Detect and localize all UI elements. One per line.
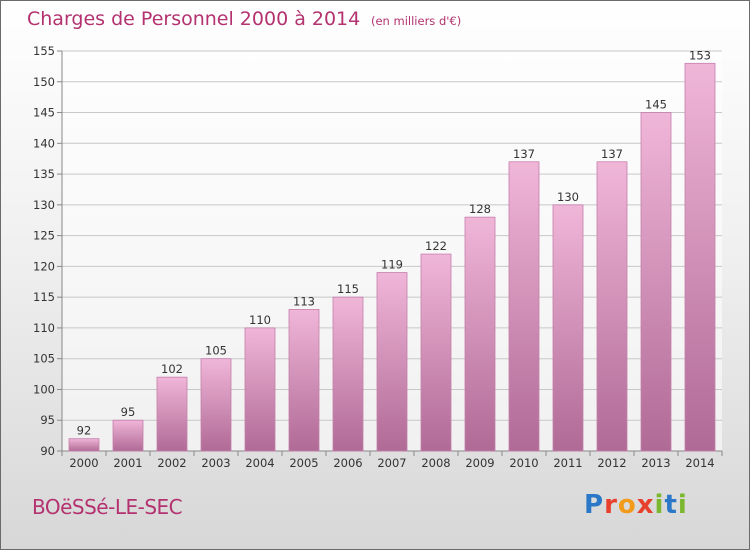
bar bbox=[68, 438, 100, 452]
y-tick-label: 135 bbox=[33, 167, 55, 181]
data-label: 110 bbox=[249, 313, 271, 327]
bar bbox=[508, 161, 540, 452]
y-tick-label: 150 bbox=[33, 75, 55, 89]
bar bbox=[552, 204, 584, 452]
data-label: 122 bbox=[425, 239, 447, 253]
x-tick-label: 2007 bbox=[377, 456, 406, 470]
x-tick-label: 2014 bbox=[685, 456, 714, 470]
y-tick-label: 110 bbox=[33, 321, 55, 335]
bar bbox=[200, 358, 232, 452]
bar bbox=[596, 161, 628, 452]
chart-subtitle: (en milliers d'€) bbox=[371, 14, 462, 28]
y-tick-label: 100 bbox=[33, 382, 55, 396]
x-tick-label: 2002 bbox=[157, 456, 186, 470]
bar bbox=[332, 296, 364, 452]
x-tick-label: 2008 bbox=[421, 456, 450, 470]
data-label: 119 bbox=[381, 258, 403, 272]
bar bbox=[156, 376, 188, 452]
y-tick-label: 140 bbox=[33, 136, 55, 150]
chart-title: Charges de Personnel 2000 à 2014 bbox=[27, 8, 361, 30]
data-label: 145 bbox=[645, 98, 667, 112]
logo-letter: i bbox=[654, 490, 665, 520]
y-tick-label: 130 bbox=[33, 198, 55, 212]
data-label: 115 bbox=[337, 282, 359, 296]
data-label: 105 bbox=[205, 344, 227, 358]
bar bbox=[684, 62, 716, 452]
y-tick-label: 125 bbox=[33, 229, 55, 243]
x-tick-label: 2005 bbox=[289, 456, 318, 470]
data-label: 137 bbox=[513, 147, 535, 161]
x-tick-label: 2012 bbox=[597, 456, 626, 470]
y-tick-label: 90 bbox=[40, 444, 55, 458]
bar bbox=[288, 309, 320, 452]
x-tick-label: 2003 bbox=[201, 456, 230, 470]
x-tick-label: 2004 bbox=[245, 456, 274, 470]
data-label: 95 bbox=[121, 405, 136, 419]
x-tick-label: 2000 bbox=[69, 456, 98, 470]
logo-letter: x bbox=[636, 490, 655, 520]
x-tick-label: 2011 bbox=[553, 456, 582, 470]
data-label: 137 bbox=[601, 147, 623, 161]
y-tick-label: 145 bbox=[33, 106, 55, 120]
data-label: 153 bbox=[689, 48, 711, 62]
data-label: 102 bbox=[161, 362, 183, 376]
logo-letter: o bbox=[617, 490, 637, 520]
bar bbox=[464, 216, 496, 452]
bar bbox=[244, 327, 276, 452]
y-tick-label: 115 bbox=[33, 290, 55, 304]
logo-letter: t bbox=[664, 490, 678, 520]
bar bbox=[420, 253, 452, 452]
x-tick-label: 2001 bbox=[113, 456, 142, 470]
y-tick-label: 120 bbox=[33, 259, 55, 273]
bar bbox=[376, 272, 408, 452]
commune-name: BOëSSé-LE-SEC bbox=[32, 495, 183, 519]
y-tick-label: 105 bbox=[33, 352, 55, 366]
data-label: 128 bbox=[469, 202, 491, 216]
x-tick-label: 2006 bbox=[333, 456, 362, 470]
proxiti-logo[interactable]: Proxiti bbox=[584, 490, 688, 520]
data-label: 92 bbox=[77, 424, 92, 438]
y-tick-label: 95 bbox=[40, 413, 55, 427]
x-tick-label: 2010 bbox=[509, 456, 538, 470]
logo-letter: P bbox=[584, 490, 605, 520]
x-tick-label: 2013 bbox=[641, 456, 670, 470]
bar bbox=[640, 112, 672, 452]
logo-letter: r bbox=[604, 490, 618, 520]
x-tick-label: 2009 bbox=[465, 456, 494, 470]
data-label: 113 bbox=[293, 294, 315, 308]
bar bbox=[112, 419, 144, 452]
y-tick-label: 155 bbox=[33, 44, 55, 58]
logo-letter: i bbox=[677, 490, 688, 520]
data-label: 130 bbox=[557, 190, 579, 204]
